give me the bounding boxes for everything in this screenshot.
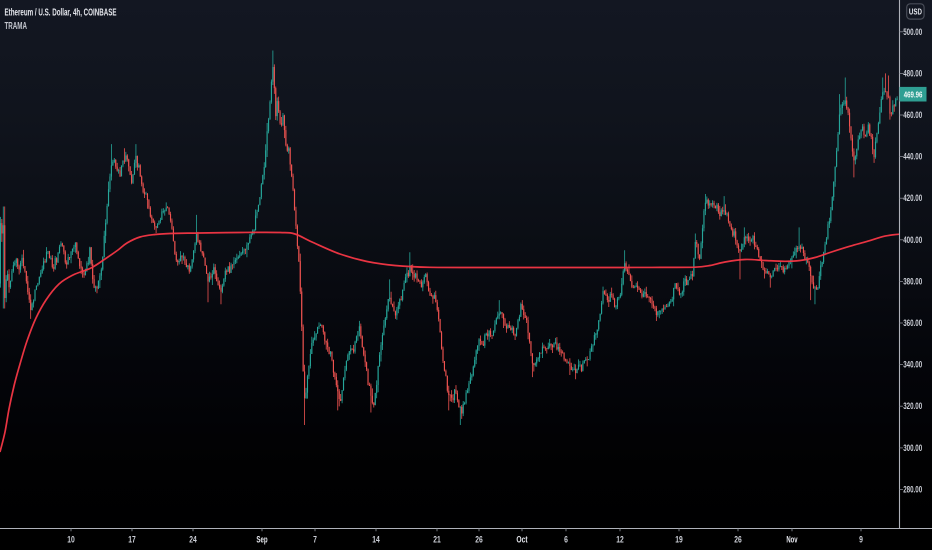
svg-text:360.00: 360.00 (903, 318, 922, 328)
svg-text:Oct: Oct (516, 534, 527, 544)
svg-text:6: 6 (564, 534, 568, 544)
svg-text:460.00: 460.00 (903, 110, 922, 120)
svg-text:26: 26 (734, 534, 742, 544)
svg-text:21: 21 (433, 534, 441, 544)
svg-text:500.00: 500.00 (903, 27, 922, 37)
svg-text:380.00: 380.00 (903, 276, 922, 286)
svg-text:Sep: Sep (256, 534, 268, 544)
svg-text:300.00: 300.00 (903, 443, 922, 453)
svg-text:TRAMA: TRAMA (5, 21, 28, 32)
svg-text:USD: USD (909, 7, 922, 16)
svg-text:17: 17 (128, 534, 136, 544)
svg-text:Ethereum / U.S. Dollar, 4h, CO: Ethereum / U.S. Dollar, 4h, COINBASE (5, 7, 117, 18)
svg-text:Nov: Nov (786, 534, 797, 544)
svg-text:26: 26 (475, 534, 483, 544)
svg-text:7: 7 (313, 534, 317, 544)
svg-text:320.00: 320.00 (903, 401, 922, 411)
svg-text:10: 10 (67, 534, 75, 544)
svg-text:480.00: 480.00 (903, 68, 922, 78)
svg-text:280.00: 280.00 (903, 485, 922, 495)
svg-text:340.00: 340.00 (903, 360, 922, 370)
svg-text:14: 14 (372, 534, 380, 544)
svg-text:469.96: 469.96 (904, 89, 923, 99)
svg-text:9: 9 (859, 534, 863, 544)
svg-text:19: 19 (675, 534, 683, 544)
svg-text:24: 24 (189, 534, 197, 544)
svg-text:400.00: 400.00 (903, 235, 922, 245)
svg-text:12: 12 (616, 534, 624, 544)
svg-text:420.00: 420.00 (903, 193, 922, 203)
svg-text:440.00: 440.00 (903, 152, 922, 162)
